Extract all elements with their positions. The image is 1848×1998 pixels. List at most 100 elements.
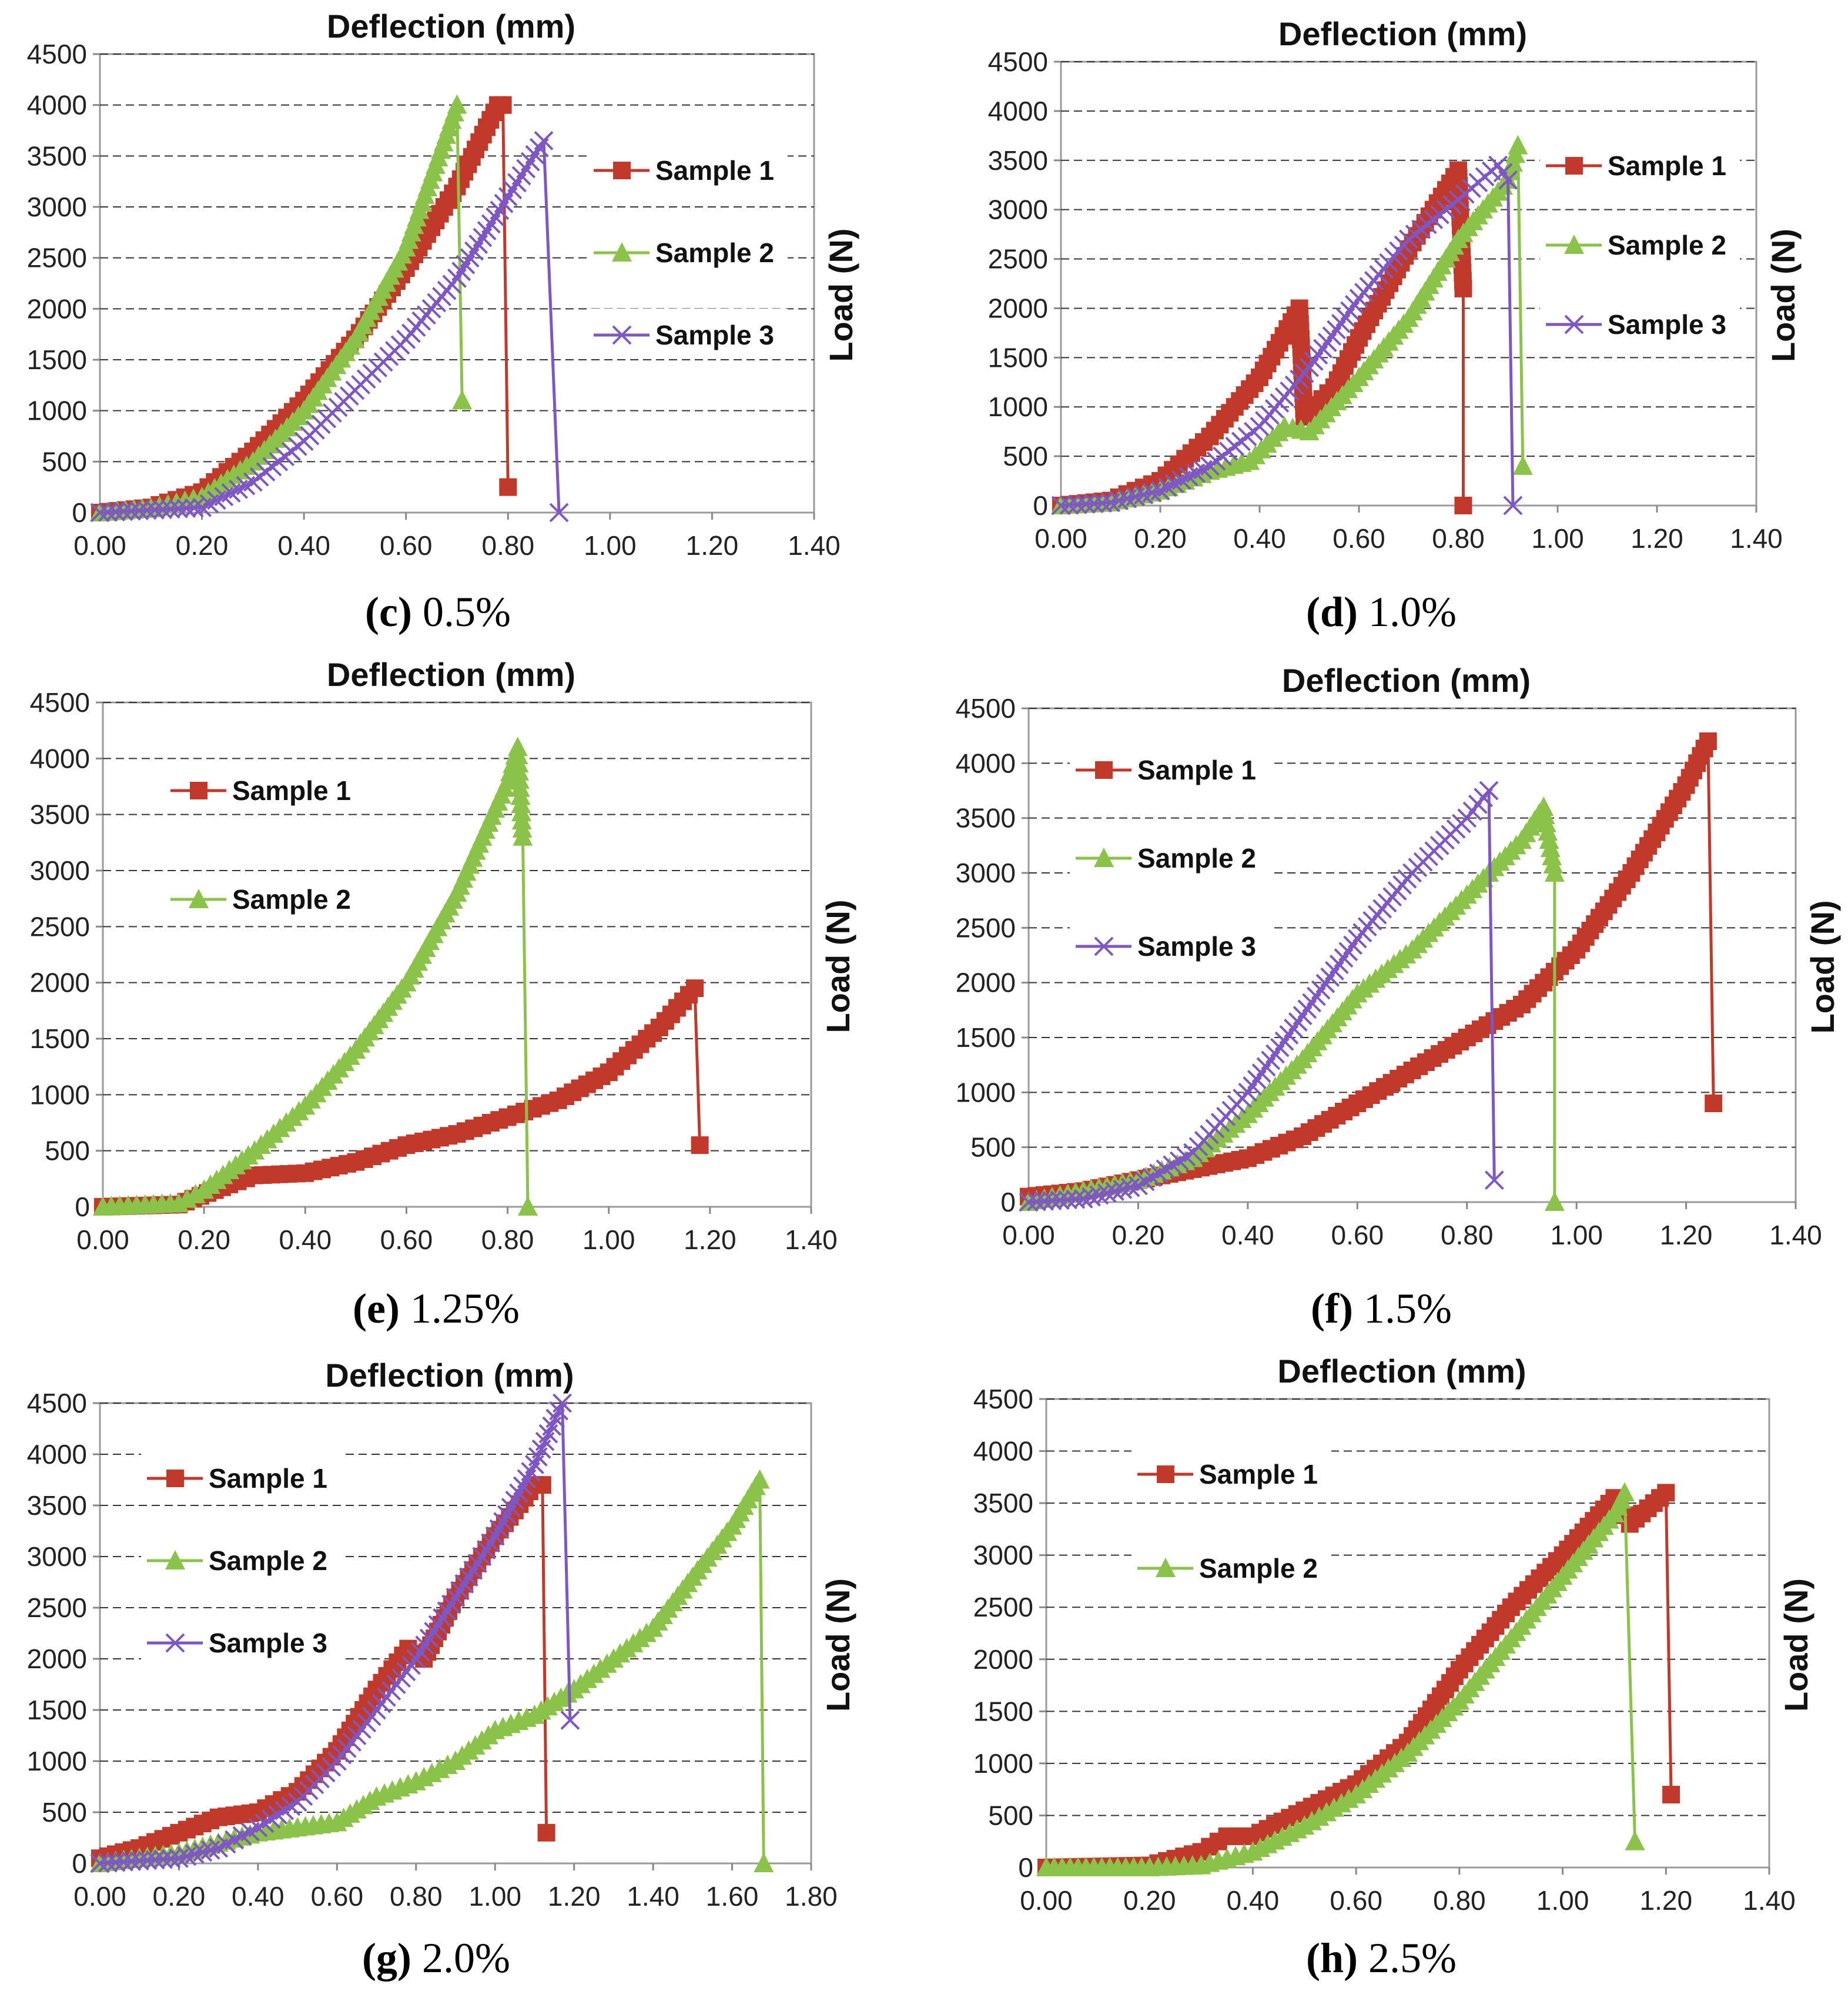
chart-panel-c: 0 500 1000 1500 2000 2500 3000 3500 4000 4500 0.00… (27, 8, 859, 635)
data-point (549, 503, 569, 523)
data-point (138, 1850, 158, 1870)
data-point (560, 1710, 580, 1730)
x-tick-label: 1.00 (1531, 523, 1584, 554)
legend-bg (588, 309, 788, 356)
x-tick-label: 0.20 (1112, 1220, 1165, 1250)
data-point (1543, 854, 1564, 874)
legend-bg (141, 1617, 341, 1664)
x-tick-label: 0.60 (1331, 1220, 1384, 1250)
y-axis-label: Load (N) (1777, 1578, 1814, 1712)
y-tick-label: 4500 (973, 1384, 1033, 1414)
data-point (499, 478, 517, 496)
chart-title: Deflection (mm) (1282, 662, 1531, 699)
x-tick-label: 1.40 (1730, 523, 1783, 554)
data-point (145, 1850, 165, 1870)
x-tick-label: 1.40 (627, 1881, 679, 1912)
x-tick-label: 1.00 (1550, 1220, 1603, 1250)
data-point (1089, 1185, 1109, 1205)
legend-marker (1094, 936, 1114, 956)
chart-title: Deflection (mm) (327, 656, 575, 693)
x-tick-label: 0.20 (153, 1881, 206, 1912)
legend-label: Sample 3 (655, 320, 774, 350)
y-tick-label: 1500 (956, 1022, 1016, 1053)
data-point (160, 499, 180, 519)
data-point (1540, 838, 1561, 857)
data-point (1534, 796, 1554, 816)
data-point (494, 96, 512, 114)
legend-label: Sample 1 (1608, 150, 1726, 181)
data-point (1019, 1192, 1039, 1212)
legend-marker (1564, 235, 1584, 254)
x-tick-label: 0.80 (1441, 1220, 1494, 1250)
data-point (121, 501, 141, 521)
legend: Sample 1 Sample 2 (165, 764, 364, 920)
y-tick-label: 3500 (27, 1490, 87, 1521)
y-tick-label: 3000 (30, 855, 90, 886)
y-tick-label: 3500 (988, 145, 1048, 176)
y-tick-label: 1500 (973, 1696, 1033, 1726)
chart-panel-g: 0 500 1000 1500 2000 2500 3000 3500 4000 4500 0.00… (27, 1357, 856, 1982)
data-point (1538, 821, 1558, 841)
data-point (106, 502, 126, 522)
data-point (1615, 1482, 1635, 1502)
data-point (1066, 1189, 1086, 1209)
y-tick-label: 3000 (988, 195, 1048, 225)
legend-label: Sample 2 (655, 237, 774, 268)
caption-value: 2.5% (1358, 1935, 1457, 1982)
data-point (1484, 1170, 1504, 1190)
data-point (1454, 497, 1472, 514)
chart-panel-d: 0 500 1000 1500 2000 2500 3000 3500 4000 4500 0.00… (988, 15, 1802, 635)
data-point (1058, 1190, 1077, 1210)
x-tick-label: 1.20 (1631, 523, 1683, 554)
panel-caption: (h) 2.5% (1306, 1935, 1457, 1982)
x-tick-label: 0.80 (390, 1881, 443, 1912)
data-point (1508, 135, 1528, 155)
x-tick-label: 0.20 (1123, 1885, 1176, 1916)
caption-letter: (c) (365, 588, 412, 635)
data-point (1536, 813, 1556, 832)
x-tick-label: 0.20 (178, 1224, 230, 1255)
legend-marker (612, 325, 632, 345)
x-tick-label: 0.80 (482, 530, 535, 561)
chart-title: Deflection (mm) (325, 1357, 574, 1394)
legend-bg (1540, 298, 1740, 345)
y-tick-label: 500 (970, 1132, 1016, 1163)
chart-title: Deflection (mm) (1278, 15, 1527, 52)
caption-value: 1.25% (400, 1285, 520, 1332)
y-tick-label: 500 (1003, 441, 1048, 471)
legend: Sample 1 Sample 2 Sample 3 (1070, 744, 1270, 967)
x-tick-label: 1.40 (1769, 1220, 1822, 1250)
data-point (1084, 494, 1104, 514)
caption-value: 0.5% (412, 588, 511, 635)
data-point (1544, 1192, 1565, 1211)
data-point (169, 498, 188, 518)
legend-marker (1095, 761, 1113, 779)
y-tick-label: 0 (1018, 1852, 1033, 1883)
legend-label: Sample 2 (232, 884, 351, 915)
panel-caption: (e) 1.25% (353, 1285, 520, 1332)
y-tick-label: 1500 (30, 1023, 90, 1054)
data-point (1059, 495, 1079, 515)
legend-marker (613, 162, 631, 179)
data-point (1662, 1786, 1680, 1804)
y-tick-label: 4000 (27, 1439, 87, 1470)
legend-marker (1565, 157, 1583, 175)
chart-panel-h: 0 500 1000 1500 2000 2500 3000 3500 4000 4500 0.00… (973, 1353, 1814, 1982)
y-axis-label: Load (N) (822, 228, 859, 362)
legend-label: Sample 3 (209, 1628, 327, 1658)
data-point (1539, 829, 1559, 849)
panel-caption: (d) 1.0% (1306, 588, 1457, 635)
legend-label: Sample 3 (1137, 931, 1256, 962)
x-tick-label: 0.00 (1020, 1885, 1073, 1916)
data-point (686, 979, 704, 998)
x-tick-label: 0.40 (279, 1224, 332, 1255)
x-tick-label: 1.40 (1743, 1885, 1796, 1916)
y-tick-label: 3500 (30, 799, 90, 830)
chart-title: Deflection (mm) (1277, 1353, 1526, 1390)
legend-bg (1070, 920, 1270, 967)
y-tick-label: 2500 (30, 911, 90, 942)
x-tick-label: 1.00 (468, 1881, 521, 1912)
y-tick-label: 1000 (27, 396, 87, 426)
x-tick-label: 1.00 (1536, 1885, 1589, 1916)
x-tick-label: 1.80 (785, 1881, 838, 1912)
